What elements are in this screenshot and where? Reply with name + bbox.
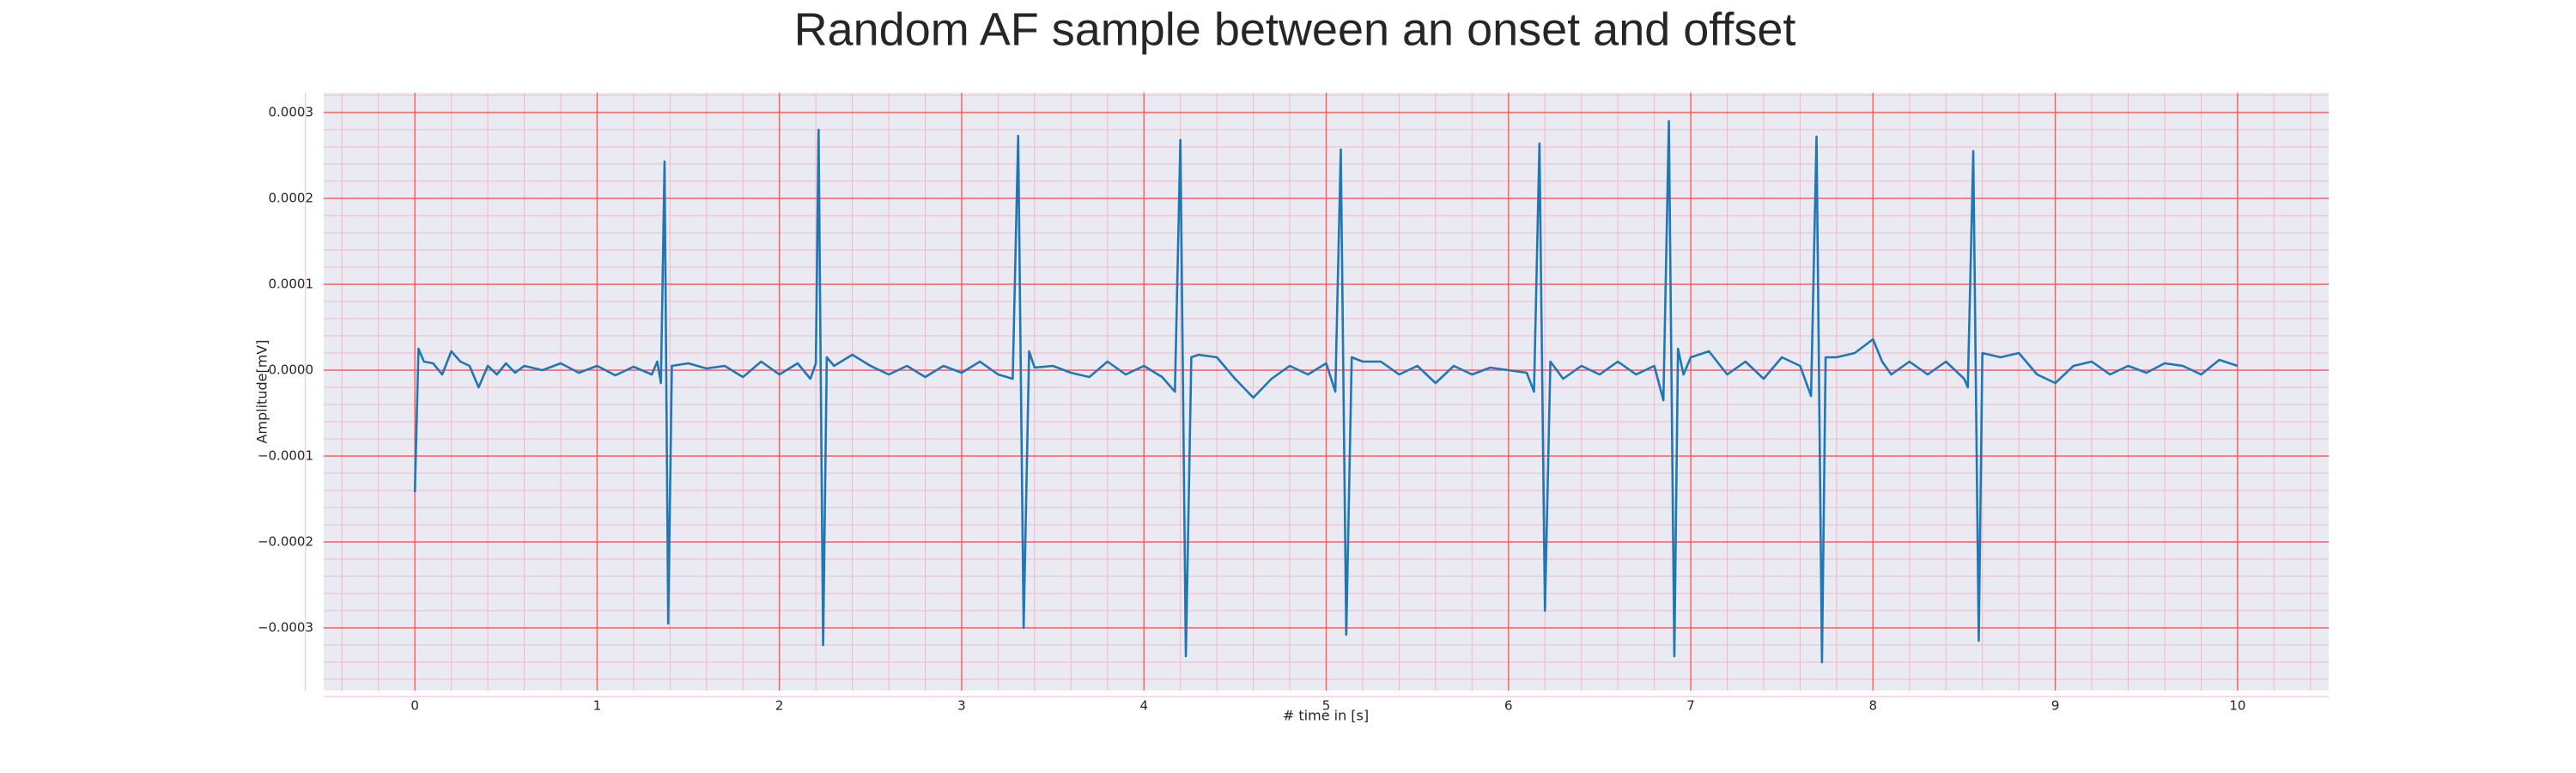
y-tick-label: −0.0002 (258, 534, 313, 550)
y-tick-label: 0.0002 (269, 191, 314, 206)
x-tick-label: 6 (1504, 698, 1513, 714)
y-tick-label: −0.0003 (258, 620, 313, 636)
x-axis-label: # time in [s] (1283, 708, 1369, 724)
x-tick-label: 0 (410, 698, 419, 714)
ticks: 0 1 2 3 4 5 6 7 8 9 10 −0.0003 −0.0002 −0.0001 0.0000 0… (258, 105, 2245, 714)
x-tick-label: 8 (1869, 698, 1878, 714)
y-tick-label: 0.0003 (269, 105, 314, 120)
y-tick-label: 0.0000 (269, 362, 314, 378)
x-tick-label: 9 (2051, 698, 2060, 714)
x-tick-label: 4 (1139, 698, 1148, 714)
grid (305, 93, 2329, 697)
x-tick-label: 3 (957, 698, 966, 714)
x-tick-label: 5 (1322, 698, 1331, 714)
x-tick-label: 2 (775, 698, 784, 714)
x-tick-label: 10 (2229, 698, 2245, 714)
x-tick-label: 7 (1686, 698, 1695, 714)
signal-line (413, 119, 2239, 664)
lines (413, 119, 2239, 664)
chart-title: Random AF sample between an onset and of… (794, 3, 1796, 55)
y-tick-label: −0.0001 (258, 448, 313, 464)
y-tick-label: 0.0001 (269, 277, 314, 292)
x-tick-label: 1 (593, 698, 602, 714)
y-axis-label: Amplitude[mV] (254, 339, 270, 443)
